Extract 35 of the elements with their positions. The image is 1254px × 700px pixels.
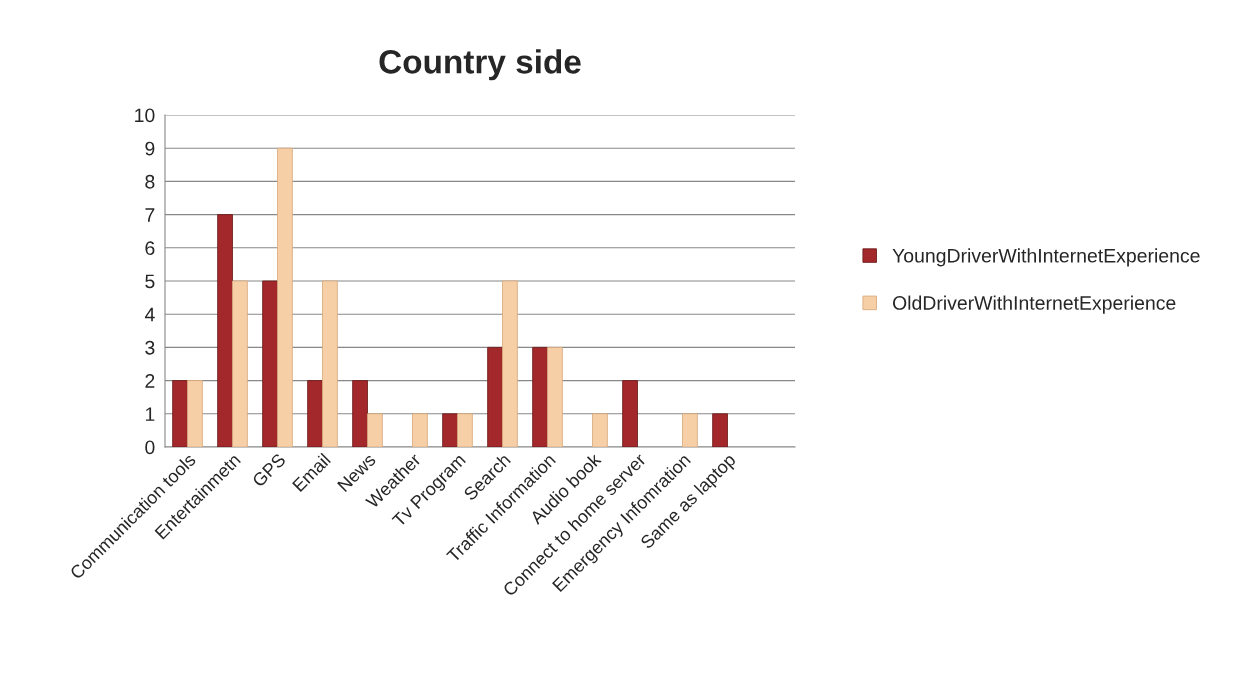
legend-label: YoungDriverWithInternetExperience	[892, 248, 1200, 267]
bar	[592, 413, 608, 447]
bar	[307, 380, 323, 447]
bar	[502, 280, 518, 447]
y-tick-label: 7	[145, 208, 155, 222]
bar	[232, 280, 248, 447]
bar	[322, 280, 338, 447]
y-tick-label: 1	[145, 407, 155, 421]
y-tick-label: 3	[145, 340, 155, 355]
y-tick-label: 5	[145, 274, 155, 289]
bar	[262, 280, 278, 447]
bar	[622, 380, 638, 447]
y-tick-label: 4	[144, 307, 155, 322]
bar	[532, 346, 548, 447]
bar	[682, 413, 698, 447]
y-tick-label: 9	[145, 141, 155, 156]
bar	[412, 413, 428, 447]
bar	[217, 214, 233, 447]
y-tick-label: 0	[145, 440, 155, 455]
bar	[442, 413, 458, 447]
bar	[712, 413, 728, 447]
y-tick-label: 2	[145, 374, 155, 388]
bar	[187, 380, 203, 447]
legend-label: OldDriverWithInternetExperience	[892, 295, 1176, 314]
bar	[352, 380, 368, 447]
bar	[547, 346, 563, 447]
chart-title: Country side	[379, 49, 581, 81]
y-tick-label: 10	[135, 108, 155, 123]
bar	[457, 413, 473, 447]
bar	[172, 380, 188, 447]
y-tick-label: 6	[145, 241, 155, 256]
y-tick-label: 8	[145, 174, 155, 189]
bar	[487, 346, 503, 447]
bar	[367, 413, 383, 447]
bar	[277, 147, 293, 447]
